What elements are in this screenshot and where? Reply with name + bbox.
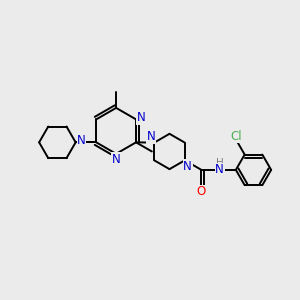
Text: N: N <box>183 160 192 173</box>
Text: N: N <box>215 164 224 176</box>
Text: H: H <box>216 158 224 168</box>
Text: O: O <box>197 185 206 199</box>
Text: N: N <box>147 130 156 143</box>
Text: N: N <box>137 111 146 124</box>
Text: N: N <box>112 153 121 166</box>
Text: Cl: Cl <box>231 130 242 142</box>
Text: N: N <box>77 134 86 147</box>
